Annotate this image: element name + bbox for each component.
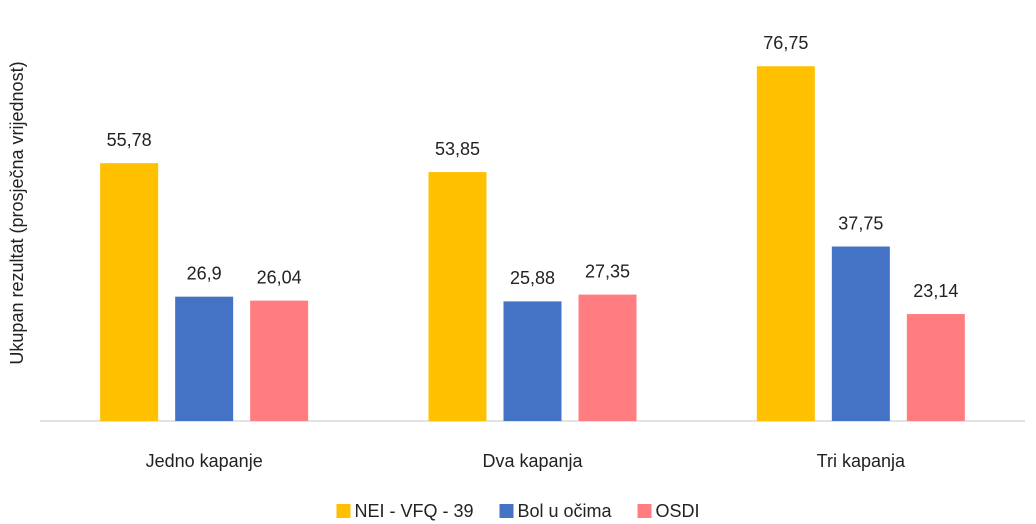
bar: [100, 163, 159, 422]
bar: [175, 296, 234, 421]
y-axis-label: Ukupan rezultat (prosječna vrijednost): [7, 61, 27, 364]
bar: [831, 246, 890, 421]
bar: [428, 172, 487, 421]
x-tick-label: Tri kapanja: [817, 451, 906, 471]
legend-swatch: [637, 504, 652, 518]
data-label: 76,75: [763, 33, 808, 53]
bar: [578, 294, 637, 421]
data-label: 37,75: [838, 213, 883, 233]
data-label: 27,35: [585, 261, 630, 281]
data-label: 26,9: [187, 263, 222, 283]
x-tick-label: Dva kapanja: [482, 451, 583, 471]
bar: [503, 301, 562, 421]
legend-label: OSDI: [656, 501, 700, 521]
bar: [250, 300, 309, 421]
legend-swatch: [499, 504, 514, 518]
data-label: 25,88: [510, 268, 555, 288]
legend-swatch: [336, 504, 351, 518]
bar: [756, 66, 815, 421]
legend-label: Bol u očima: [517, 501, 612, 521]
data-label: 53,85: [435, 139, 480, 159]
legend-label: NEI - VFQ - 39: [354, 501, 473, 521]
data-label: 55,78: [107, 130, 152, 150]
x-tick-label: Jedno kapanje: [146, 451, 263, 471]
data-label: 26,04: [257, 267, 302, 287]
data-label: 23,14: [913, 281, 958, 301]
bar: [906, 314, 965, 421]
